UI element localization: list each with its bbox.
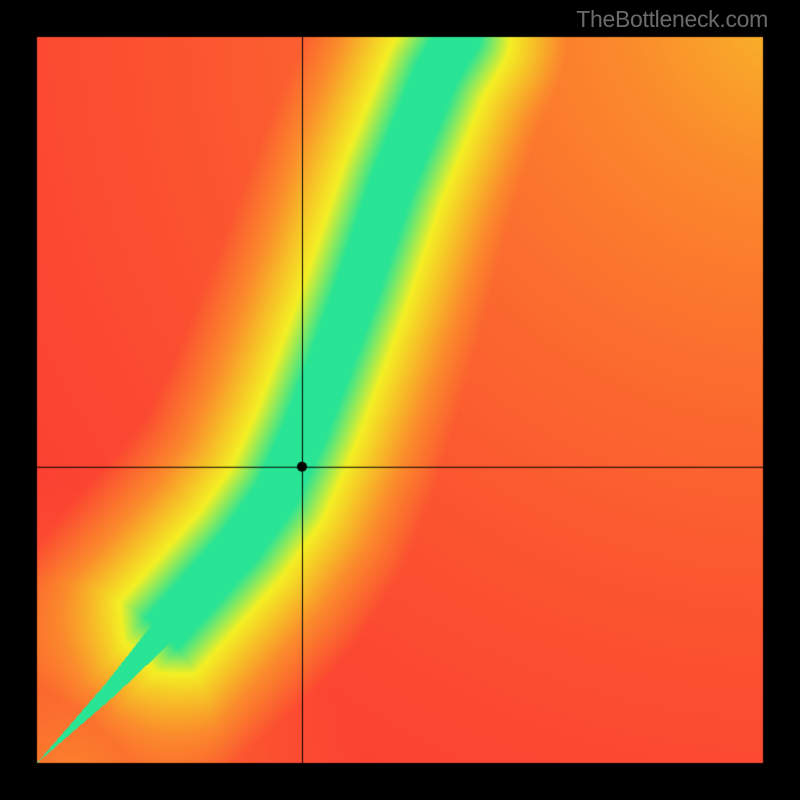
chart-container: TheBottleneck.com <box>0 0 800 800</box>
bottleneck-heatmap <box>0 0 800 800</box>
watermark-text: TheBottleneck.com <box>576 6 768 33</box>
